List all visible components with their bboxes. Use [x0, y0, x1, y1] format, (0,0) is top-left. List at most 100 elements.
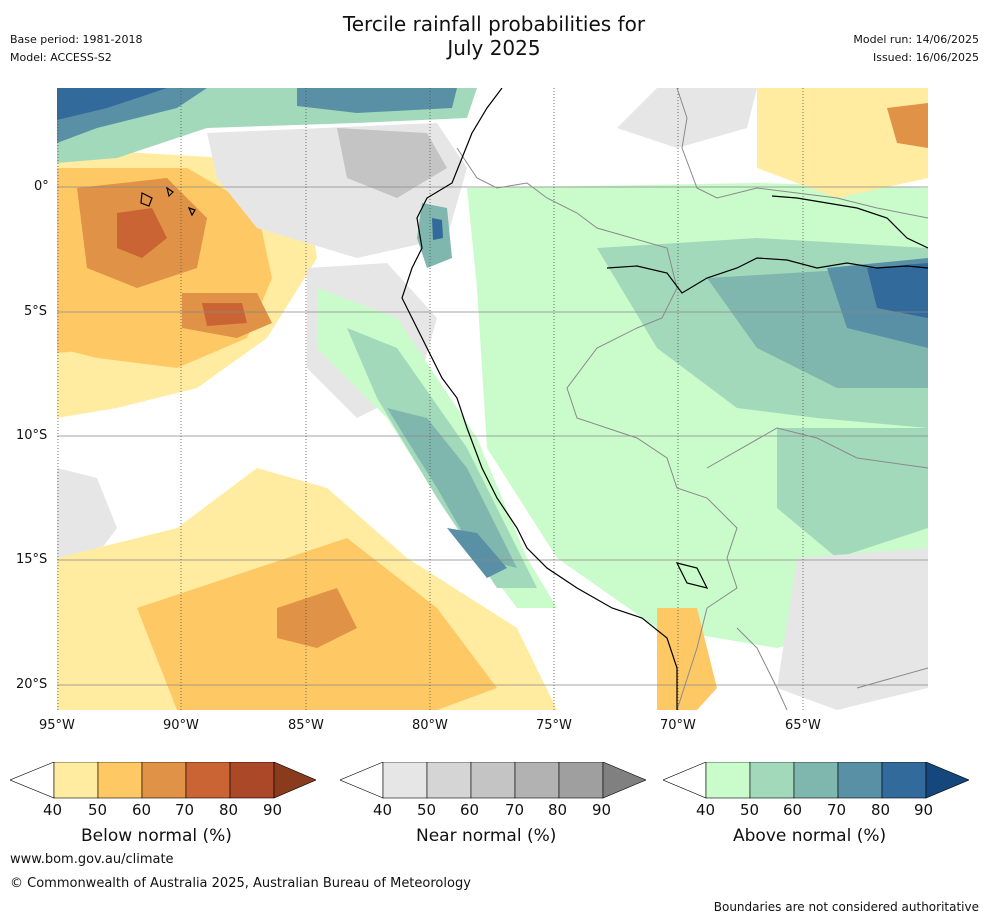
above-region-peru-coast-70: [387, 408, 517, 568]
issued-date: Issued: 16/06/2025: [872, 51, 979, 64]
colorbar-above-tick-60: 60: [783, 801, 803, 819]
map-title-line2: July 2025: [447, 36, 541, 60]
below-region-left-60: [57, 313, 112, 353]
model-name: Model: ACCESS-S2: [10, 51, 112, 64]
colorbar-near-swatch-4: [514, 761, 560, 799]
colorbar-near-tick-40: 40: [373, 801, 393, 819]
colorbar-below-swatch-2: [97, 761, 143, 799]
colorbar-above-swatch-2: [749, 761, 795, 799]
colorbar-near-tick-80: 80: [548, 801, 568, 819]
colorbar-above-swatch-3: [793, 761, 839, 799]
colorbar-near-swatch-2: [426, 761, 472, 799]
below-region-galapagos-80: [117, 208, 167, 258]
colorbar-above-tick-40: 40: [696, 801, 716, 819]
colorbar-above-tick-80: 80: [871, 801, 891, 819]
above-region-amazon-90: [867, 263, 928, 318]
colorbar-near-swatch-3: [470, 761, 516, 799]
below-region-south-70: [277, 588, 357, 648]
map-title-line1: Tercile rainfall probabilities for: [342, 12, 646, 36]
colorbar-near-tick-50: 50: [417, 801, 437, 819]
boundary-paraguay: [856, 667, 928, 689]
lon-label-90w: 90°W: [163, 718, 199, 733]
colorbar-above-tick-70: 70: [827, 801, 847, 819]
base-period: Base period: 1981-2018: [10, 33, 143, 46]
above-region-peru-coast-80: [447, 528, 507, 578]
near-region-south-andes: [777, 548, 928, 710]
boundary-chile-argentina: [736, 627, 788, 710]
lat-label-0: 0°: [34, 179, 49, 194]
coastline-pacific: [401, 88, 678, 710]
colorbar-near-tick-90: 90: [592, 801, 612, 819]
near-region-north-60: [337, 128, 447, 198]
lat-label-20s: 20°S: [16, 677, 48, 692]
above-region-north-mid-70: [297, 88, 457, 113]
coastline: [140, 88, 928, 710]
colorbar-below-title: Below normal (%): [81, 826, 232, 846]
colorbar-above-swatch-5: [881, 761, 927, 799]
country-boundaries: [456, 88, 928, 710]
colorbar-near-tick-60: 60: [460, 801, 480, 819]
coastline-northeast: [771, 195, 928, 249]
galapagos-2: [166, 186, 174, 198]
colorbar-below-tick-40: 40: [43, 801, 63, 819]
colorbar-below-swatch-6: [273, 761, 317, 799]
colorbar-near-swatch-5: [558, 761, 604, 799]
gridlines: [57, 186, 928, 686]
colorbar-above-swatch-4: [837, 761, 883, 799]
colorbar-above: [662, 761, 970, 802]
colorbar-near: [339, 761, 647, 802]
map-svg: [57, 88, 928, 710]
below-region-ne-corner-70: [887, 103, 928, 148]
lon-label-95w: 95°W: [39, 718, 75, 733]
below-region-5s-80: [202, 303, 247, 326]
colorbar-below-tick-90: 90: [263, 801, 283, 819]
colorbar-above-swatch-6: [925, 761, 970, 799]
coastline-amazon-river: [606, 257, 928, 294]
colorbar-above-swatch-0: [662, 761, 707, 799]
colorbar-below-tick-70: 70: [175, 801, 195, 819]
map-title: Tercile rainfall probabilities for July …: [0, 12, 988, 60]
colorbar-above-swatch-1: [705, 761, 751, 799]
boundaries-disclaimer: Boundaries are not considered authoritat…: [713, 900, 979, 914]
colorbar-below-swatch-0: [9, 761, 55, 799]
colorbar-above-title: Above normal (%): [733, 826, 887, 846]
boundary-colombia-ecuador-peru: [456, 147, 738, 710]
lon-label-65w: 65°W: [785, 718, 821, 733]
colorbar-near-title: Near normal (%): [416, 826, 557, 846]
near-region-west: [57, 468, 117, 568]
lon-label-80w: 80°W: [412, 718, 448, 733]
lake-titicaca: [675, 562, 709, 589]
probability-map: [57, 88, 928, 710]
colorbar-near-svg: [339, 761, 647, 799]
model-run: Model run: 14/06/2025: [853, 33, 979, 46]
colorbar-near-swatch-0: [339, 761, 384, 799]
lat-label-15s: 15°S: [16, 552, 48, 567]
colorbar-below-tick-60: 60: [132, 801, 152, 819]
colorbar-above-tick-90: 90: [914, 801, 934, 819]
boundary-brazil-north: [676, 88, 928, 219]
above-region-bolivia: [777, 428, 928, 558]
colorbar-below-svg: [9, 761, 317, 799]
colorbar-below: [9, 761, 317, 802]
website-link[interactable]: www.bom.gov.au/climate: [10, 852, 174, 867]
colorbar-below-tick-50: 50: [88, 801, 108, 819]
colorbar-above-svg: [662, 761, 970, 799]
probability-fields: [57, 88, 928, 710]
lat-label-10s: 10°S: [16, 428, 48, 443]
lon-label-70w: 70°W: [660, 718, 696, 733]
below-region-ne-corner: [757, 88, 928, 198]
colorbar-below-swatch-3: [141, 761, 187, 799]
galapagos-3: [187, 207, 196, 217]
lon-label-85w: 85°W: [288, 718, 324, 733]
boundary-bolivia: [706, 427, 928, 469]
colorbar-near-swatch-1: [382, 761, 428, 799]
colorbar-below-swatch-4: [185, 761, 231, 799]
above-region-ecuador-80: [432, 218, 443, 240]
copyright: © Commonwealth of Australia 2025, Austra…: [10, 876, 471, 891]
colorbar-near-tick-70: 70: [505, 801, 525, 819]
colorbar-above-tick-50: 50: [740, 801, 760, 819]
colorbar-below-swatch-1: [53, 761, 99, 799]
galapagos-1: [140, 192, 153, 207]
colorbar-below-swatch-5: [229, 761, 275, 799]
below-region-andes-south: [657, 608, 717, 710]
